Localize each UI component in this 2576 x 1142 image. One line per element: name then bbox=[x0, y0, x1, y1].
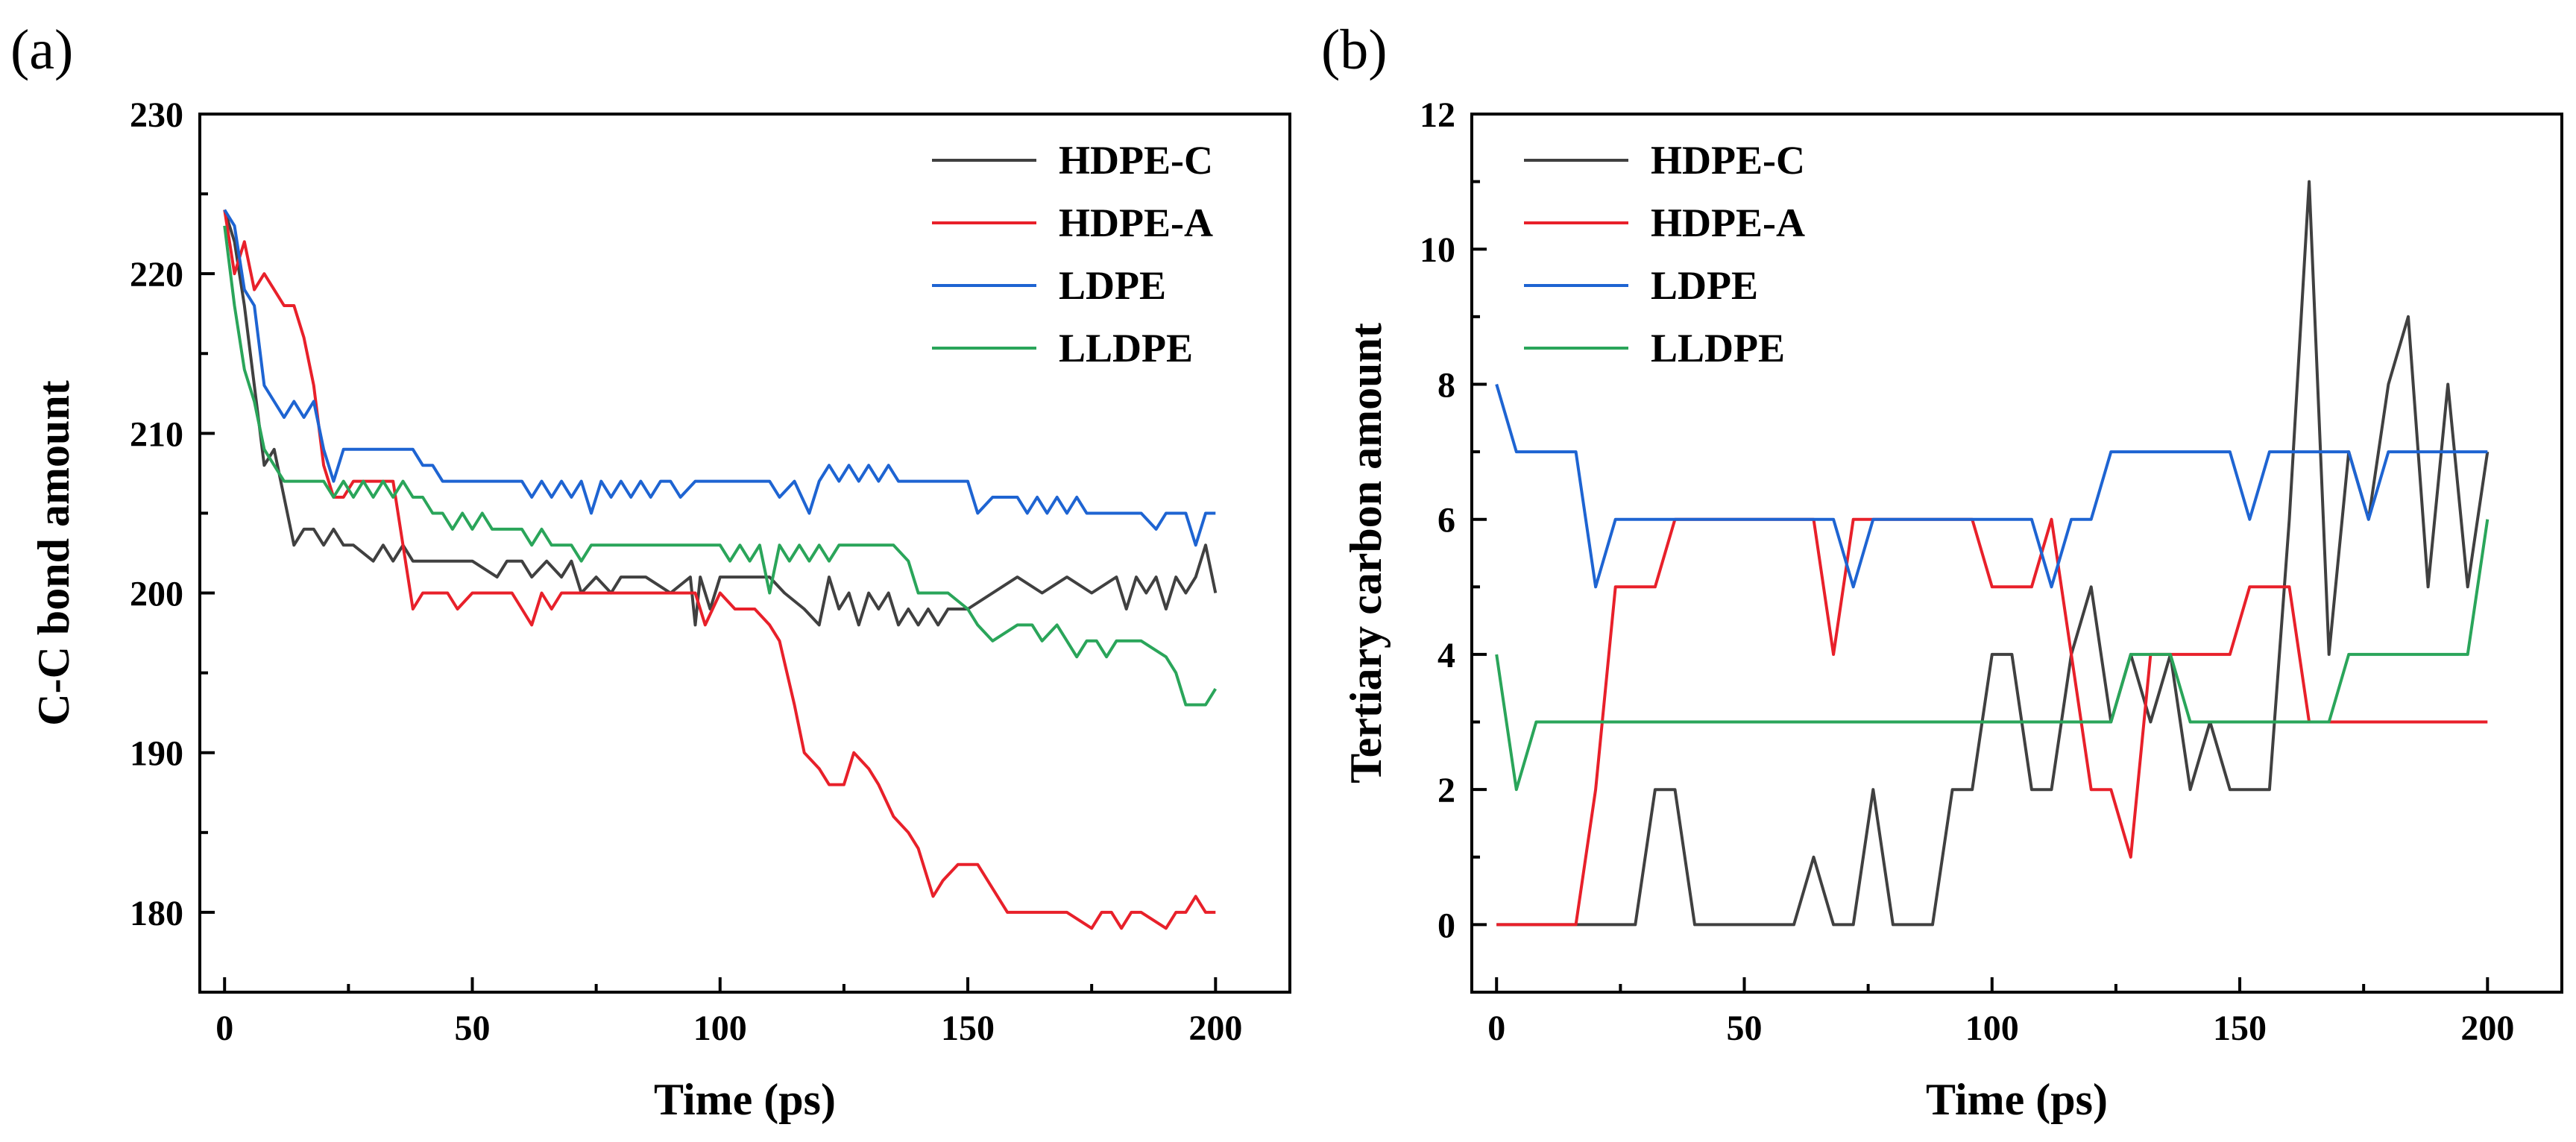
y-axis-title-b: Tertiary carbon amount bbox=[1341, 323, 1391, 783]
panel-label-a: (a) bbox=[10, 19, 73, 81]
y-tick-label: 0 bbox=[1437, 906, 1455, 945]
series-line-hdpe-a bbox=[223, 209, 1216, 930]
x-tick-label: 100 bbox=[693, 1009, 747, 1048]
y-tick-label: 12 bbox=[1420, 95, 1455, 135]
y-tick-label: 6 bbox=[1437, 501, 1455, 540]
series-lines-a bbox=[223, 209, 1218, 930]
x-tick-label: 100 bbox=[1965, 1009, 2019, 1048]
y-tick-label: 220 bbox=[130, 255, 183, 294]
y-ticks-b: 0 2 4 6 8 10 12 bbox=[1420, 95, 1487, 945]
x-tick-label: 50 bbox=[1727, 1009, 1763, 1048]
y-tick-label: 230 bbox=[130, 95, 183, 135]
legend-label-lldpe: LLDPE bbox=[1651, 326, 1785, 370]
x-tick-label: 150 bbox=[941, 1009, 995, 1048]
x-ticks-b: 0 50 100 150 200 bbox=[1487, 977, 2514, 1048]
legend-label-lldpe: LLDPE bbox=[1059, 326, 1193, 370]
y-tick-label: 8 bbox=[1437, 365, 1455, 405]
panel-label-b: (b) bbox=[1321, 19, 1388, 81]
series-line-hdpe-a bbox=[1496, 517, 2488, 927]
series-line-lldpe bbox=[223, 225, 1217, 707]
y-tick-label: 190 bbox=[130, 734, 183, 774]
x-tick-label: 200 bbox=[1188, 1009, 1242, 1048]
y-axis-title-a: C-C bond amount bbox=[29, 380, 78, 725]
x-tick-label: 50 bbox=[455, 1009, 491, 1048]
y-tick-label: 210 bbox=[130, 414, 183, 454]
y-tick-label: 10 bbox=[1420, 230, 1455, 270]
legend-label-hdpe-a: HDPE-A bbox=[1651, 201, 1805, 245]
series-line-hdpe-c bbox=[1496, 180, 2490, 927]
x-axis-title-a: Time (ps) bbox=[654, 1075, 836, 1124]
series-line-ldpe bbox=[223, 209, 1216, 547]
legend-label-ldpe: LDPE bbox=[1059, 263, 1166, 308]
legend-label-ldpe: LDPE bbox=[1651, 263, 1758, 308]
legend-b: HDPE-C HDPE-A LDPE LLDPE bbox=[1524, 138, 1805, 370]
legend-a: HDPE-C HDPE-A LDPE LLDPE bbox=[932, 138, 1213, 370]
y-tick-label: 200 bbox=[130, 575, 183, 614]
x-ticks-a: 0 50 100 150 200 bbox=[215, 977, 1242, 1048]
y-tick-label: 180 bbox=[130, 894, 183, 933]
plot-frame-b bbox=[1470, 113, 2563, 994]
plot-frame-a bbox=[198, 113, 1291, 994]
x-axis-title-b: Time (ps) bbox=[1926, 1075, 2108, 1124]
y-tick-label: 4 bbox=[1437, 636, 1455, 675]
y-ticks-a: 180 190 200 210 220 230 bbox=[130, 95, 215, 933]
series-line-lldpe bbox=[1495, 519, 2490, 792]
series-line-ldpe bbox=[1495, 383, 2488, 589]
legend-label-hdpe-c: HDPE-C bbox=[1651, 138, 1805, 183]
y-tick-label: 2 bbox=[1437, 771, 1455, 810]
x-tick-label: 0 bbox=[1487, 1009, 1505, 1048]
x-tick-label: 200 bbox=[2460, 1009, 2514, 1048]
chart-b: (b) 0 50 100 150 200 0 2 4 6 8 10 12 Time (ps) Ter… bbox=[1321, 19, 2563, 1124]
legend-label-hdpe-a: HDPE-A bbox=[1059, 201, 1213, 245]
x-tick-label: 150 bbox=[2213, 1009, 2267, 1048]
chart-a: (a) 0 50 100 150 200 180 190 200 210 220 230 Time… bbox=[10, 19, 1291, 1124]
x-tick-label: 0 bbox=[215, 1009, 233, 1048]
legend-label-hdpe-c: HDPE-C bbox=[1059, 138, 1213, 183]
series-lines-b bbox=[1495, 180, 2490, 927]
